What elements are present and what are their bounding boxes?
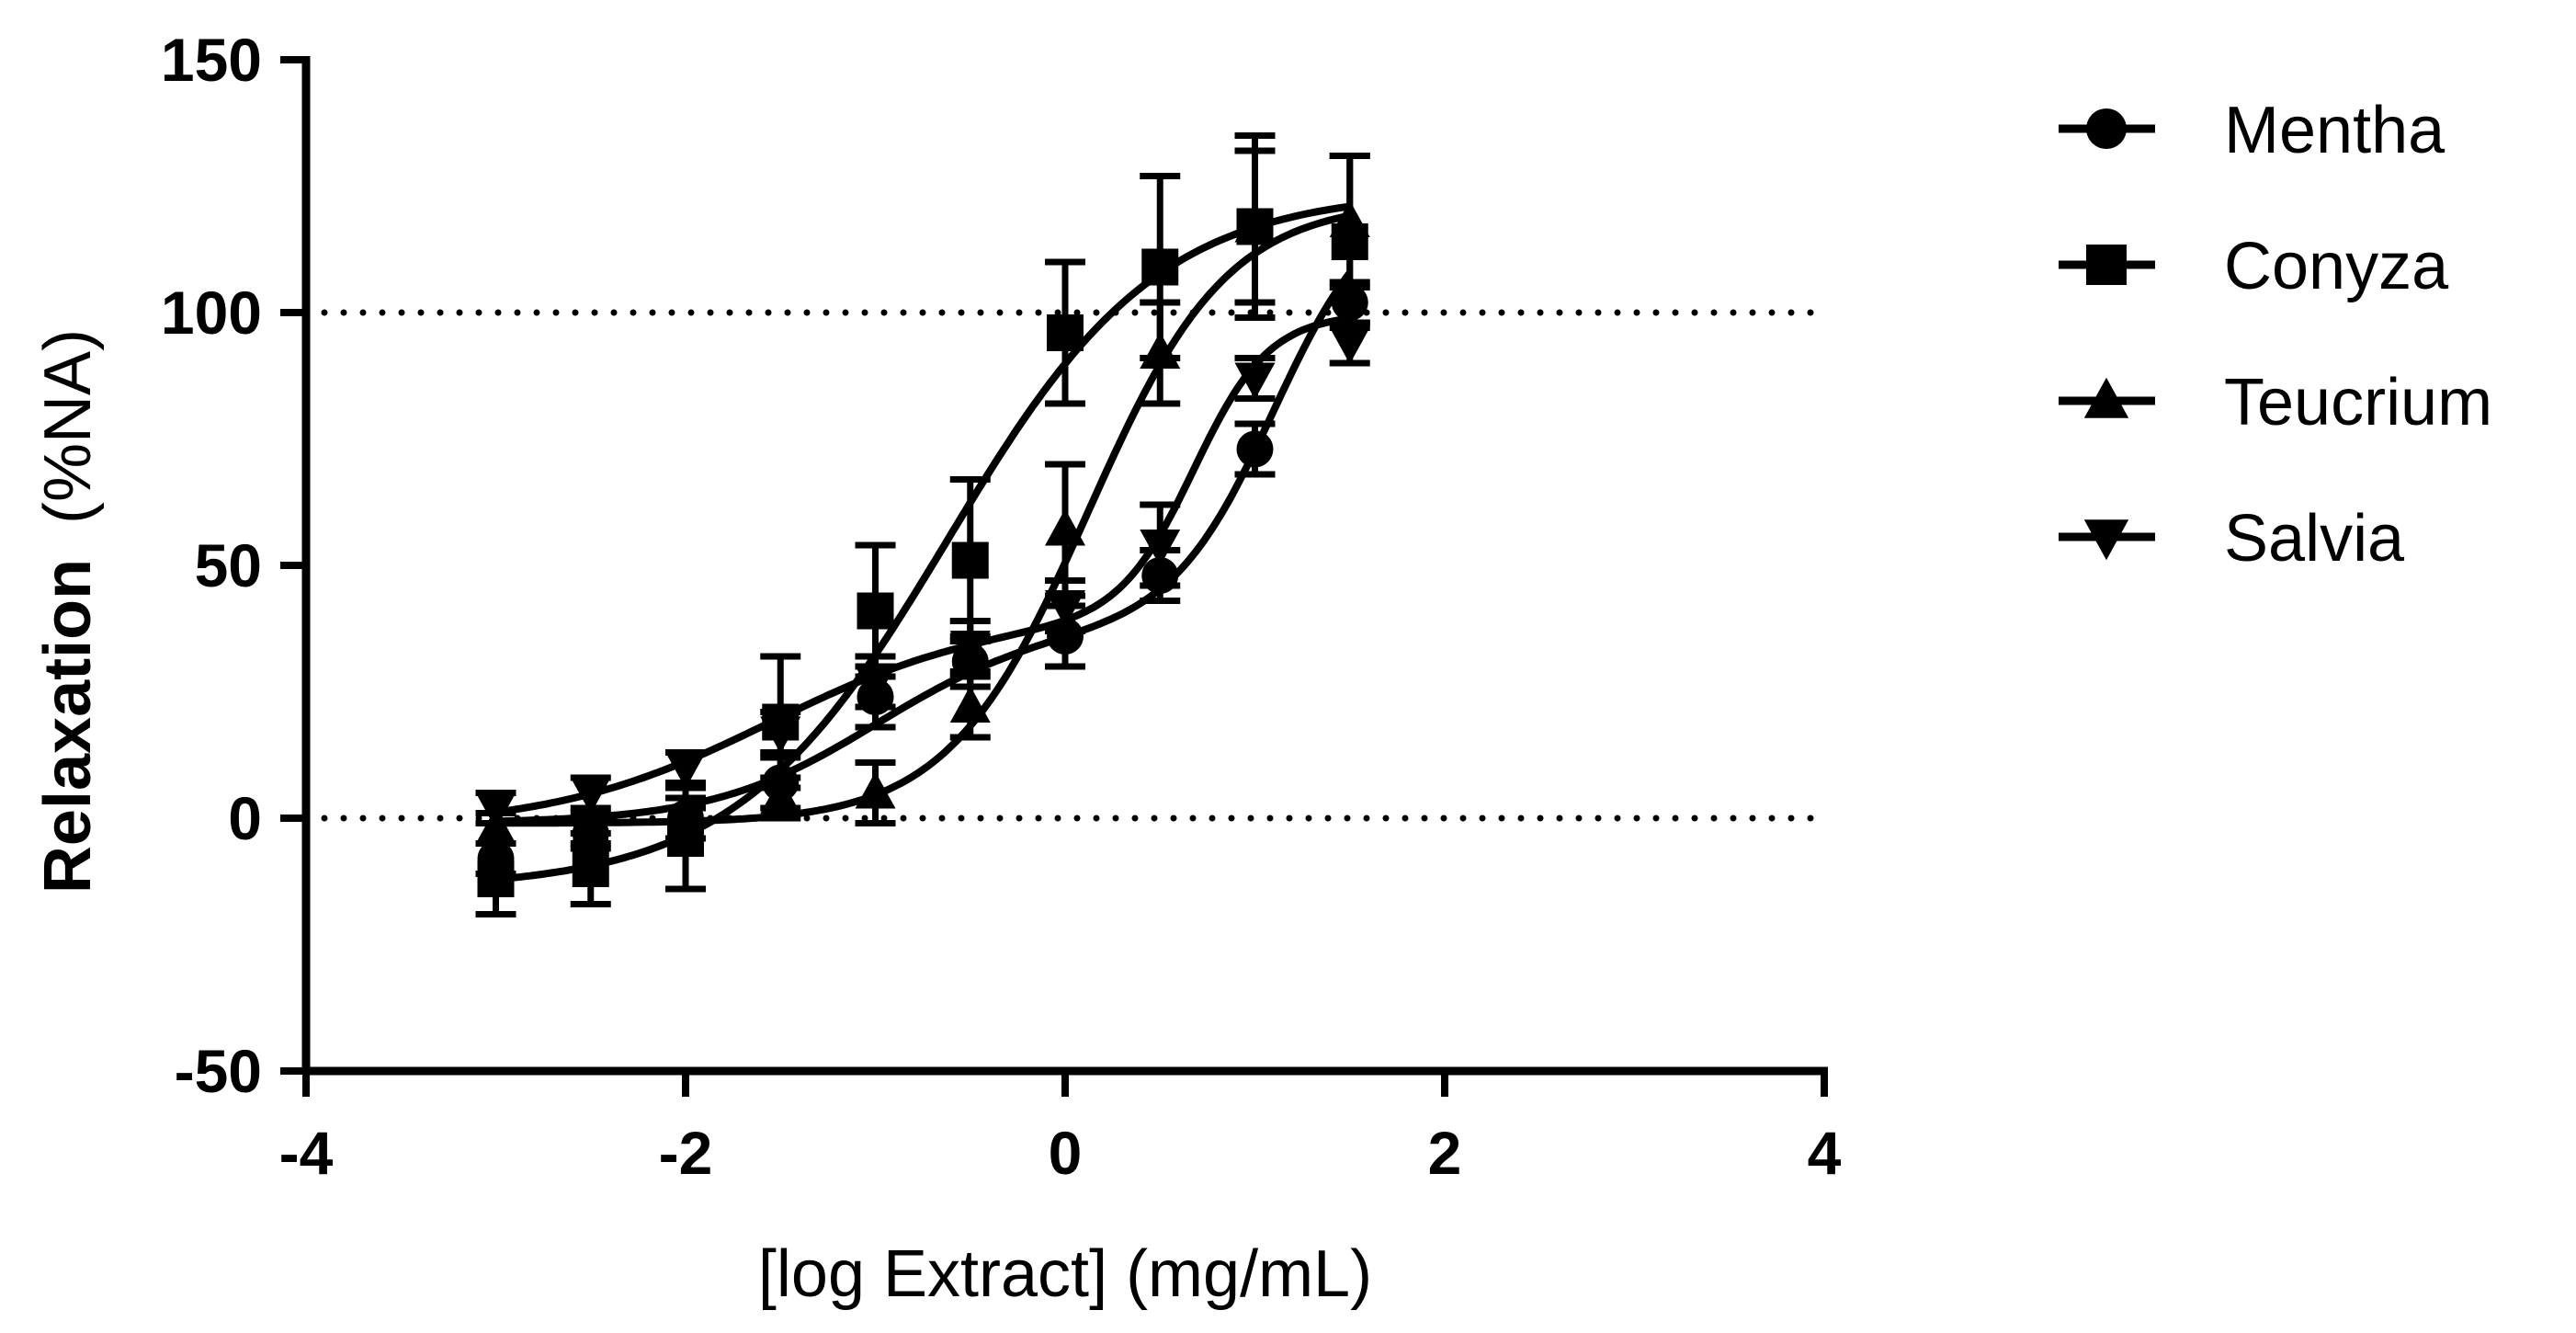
fit-curve-salvia <box>494 314 1351 816</box>
data-point-teucrium <box>949 686 991 723</box>
x-axis-title: [log Extract] (mg/mL) <box>758 1237 1372 1311</box>
y-axis-title-bold: Relaxation <box>31 559 105 894</box>
data-point-salvia <box>475 792 516 829</box>
data-point-salvia <box>1045 590 1085 627</box>
ticks: -50 0 50 100 150 -4 -2 0 2 4 <box>161 26 1842 1187</box>
legend-marker-conyza <box>2086 245 2127 285</box>
legend-label: Teucrium <box>2224 366 2492 439</box>
axis-titles: [log Extract] (mg/mL) Relaxation (%NA) <box>31 329 1372 1311</box>
legend-marker-mentha <box>2086 108 2127 149</box>
y-tick-label: 150 <box>161 26 262 94</box>
legend-marker-salvia <box>2083 519 2129 561</box>
legend: Mentha Conyza Teucrium Salvia <box>2059 94 2492 575</box>
data-point-salvia <box>665 752 706 789</box>
data-markers <box>475 200 1370 897</box>
data-point-mentha <box>1236 430 1274 468</box>
data-point-salvia <box>760 716 801 754</box>
legend-label: Salvia <box>2224 502 2405 575</box>
x-tick-label: 4 <box>1808 1119 1842 1187</box>
y-axis-title-unit: (%NA) <box>31 329 105 524</box>
data-point-salvia <box>949 631 991 667</box>
data-point-salvia <box>570 777 611 815</box>
legend-marker-teucrium <box>2083 377 2129 418</box>
data-point-teucrium <box>1234 205 1276 243</box>
data-point-teucrium <box>665 802 706 839</box>
error-bars <box>475 132 1370 917</box>
y-tick-label: 100 <box>161 279 262 347</box>
data-point-teucrium <box>1045 508 1085 546</box>
y-tick-label: 50 <box>195 531 262 599</box>
y-tick-label: -50 <box>175 1037 262 1105</box>
legend-label: Conyza <box>2224 230 2449 303</box>
fit-curve-teucrium <box>495 211 1351 827</box>
y-tick-label: 0 <box>228 784 262 852</box>
data-point-conyza <box>572 850 609 887</box>
data-point-conyza <box>857 592 894 630</box>
data-point-salvia <box>1234 362 1276 400</box>
fit-curve-mentha <box>495 270 1353 826</box>
fit-curve-conyza <box>495 202 1351 883</box>
reference-lines <box>321 309 1828 822</box>
y-axis-title: Relaxation (%NA) <box>31 329 105 894</box>
data-point-mentha <box>1047 618 1084 655</box>
data-point-conyza <box>1047 314 1084 351</box>
data-point-conyza <box>477 860 515 897</box>
x-tick-label: -2 <box>659 1119 713 1187</box>
data-point-salvia <box>1329 327 1370 364</box>
fit-curves <box>494 202 1353 883</box>
legend-label: Mentha <box>2224 94 2445 167</box>
data-point-teucrium <box>855 771 896 809</box>
data-point-teucrium <box>760 777 801 814</box>
data-point-salvia <box>1140 530 1181 566</box>
data-point-conyza <box>951 541 989 579</box>
data-point-teucrium <box>570 807 611 844</box>
x-tick-label: 2 <box>1428 1119 1462 1187</box>
data-point-conyza <box>1141 248 1179 286</box>
x-tick-label: 0 <box>1049 1119 1083 1187</box>
x-tick-label: -4 <box>279 1119 334 1187</box>
data-point-mentha <box>1141 557 1179 594</box>
data-point-teucrium <box>1329 200 1370 237</box>
data-point-teucrium <box>1140 332 1181 369</box>
data-point-mentha <box>1331 284 1368 321</box>
data-point-salvia <box>855 666 896 703</box>
